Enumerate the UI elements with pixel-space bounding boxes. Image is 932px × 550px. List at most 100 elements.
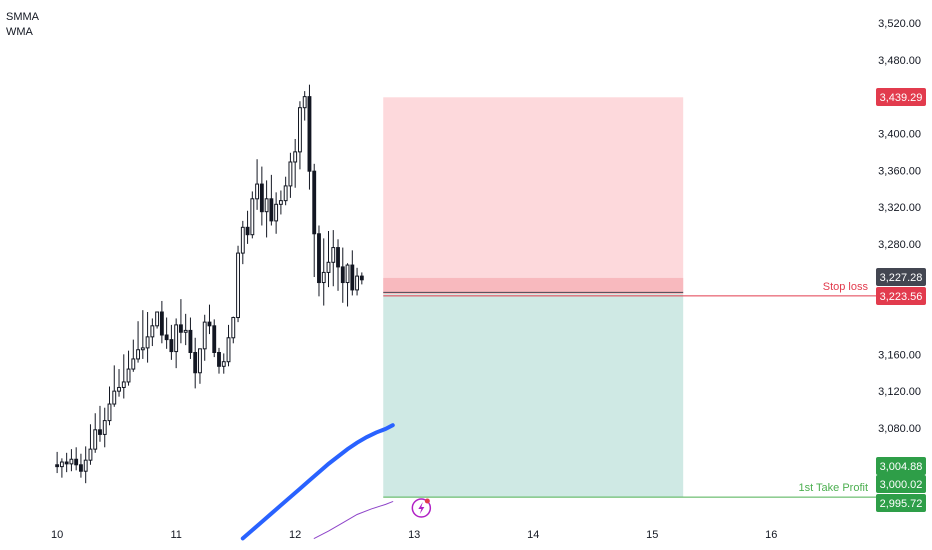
candle[interactable] bbox=[112, 390, 117, 405]
candle[interactable] bbox=[269, 198, 274, 222]
candle[interactable] bbox=[155, 311, 160, 327]
candle[interactable] bbox=[298, 107, 302, 153]
candle[interactable] bbox=[107, 403, 112, 422]
candle[interactable] bbox=[174, 324, 179, 353]
legend-wma[interactable]: WMA bbox=[6, 26, 33, 38]
y-tick-label: 3,080.00 bbox=[878, 423, 921, 435]
x-tick-label: 13 bbox=[408, 529, 420, 541]
candle[interactable] bbox=[336, 247, 340, 268]
candle[interactable] bbox=[217, 351, 221, 367]
lightning-icon bbox=[418, 502, 425, 514]
stop-loss-zone[interactable] bbox=[383, 97, 684, 295]
y-tick-label: 3,280.00 bbox=[878, 239, 921, 251]
wma-price-tag[interactable] bbox=[876, 494, 926, 512]
candle[interactable] bbox=[88, 448, 93, 461]
candle[interactable] bbox=[193, 351, 198, 374]
candle[interactable] bbox=[59, 461, 64, 468]
x-tick-label: 11 bbox=[170, 529, 181, 541]
candle[interactable] bbox=[350, 264, 355, 291]
candle[interactable] bbox=[331, 247, 336, 263]
candle[interactable] bbox=[121, 381, 126, 388]
candle[interactable] bbox=[312, 170, 317, 235]
candle[interactable] bbox=[74, 458, 79, 466]
notification-dot bbox=[424, 498, 430, 504]
candle[interactable] bbox=[326, 261, 331, 273]
candle[interactable] bbox=[355, 275, 359, 291]
candle[interactable] bbox=[178, 324, 183, 333]
candle[interactable] bbox=[264, 198, 269, 213]
candle[interactable] bbox=[221, 361, 226, 367]
candle[interactable] bbox=[307, 96, 312, 172]
candle[interactable] bbox=[345, 264, 350, 284]
candle[interactable] bbox=[283, 185, 288, 202]
x-tick-label: 10 bbox=[51, 529, 63, 541]
candle[interactable] bbox=[212, 325, 217, 353]
candle[interactable] bbox=[79, 464, 83, 472]
take-profit-price-tag[interactable] bbox=[876, 457, 926, 475]
stop-loss-price: 3,439.29 bbox=[880, 92, 923, 104]
candle[interactable] bbox=[98, 429, 102, 435]
candle[interactable] bbox=[359, 275, 364, 281]
stop-loss-price-tag[interactable] bbox=[876, 88, 926, 106]
candle[interactable] bbox=[202, 321, 207, 350]
candle[interactable] bbox=[117, 386, 121, 392]
candle[interactable] bbox=[102, 420, 107, 435]
entry-price-tag[interactable] bbox=[876, 287, 926, 305]
candle[interactable] bbox=[83, 459, 88, 472]
current-price: 3,227.28 bbox=[880, 272, 923, 284]
x-tick-label: 12 bbox=[289, 529, 301, 541]
candle[interactable] bbox=[278, 200, 283, 205]
candle[interactable] bbox=[240, 226, 245, 254]
candle[interactable] bbox=[245, 226, 250, 236]
candle[interactable] bbox=[236, 252, 240, 319]
take-profit-line-label: 1st Take Profit bbox=[799, 482, 869, 494]
candle[interactable] bbox=[150, 325, 155, 338]
candle[interactable] bbox=[274, 203, 279, 222]
x-tick-label: 14 bbox=[527, 529, 539, 541]
candle[interactable] bbox=[183, 329, 188, 333]
candle[interactable] bbox=[207, 321, 212, 327]
candle[interactable] bbox=[64, 461, 69, 465]
candle[interactable] bbox=[231, 317, 236, 339]
candle[interactable] bbox=[188, 329, 193, 353]
candle[interactable] bbox=[164, 334, 169, 341]
wma-price: 2,995.72 bbox=[880, 498, 923, 510]
candle[interactable] bbox=[250, 198, 255, 236]
legend-smma[interactable]: SMMA bbox=[6, 11, 39, 23]
y-tick-label: 3,520.00 bbox=[878, 18, 921, 30]
smma-line[interactable] bbox=[240, 423, 395, 541]
candle[interactable] bbox=[340, 266, 345, 284]
y-tick-label: 3,160.00 bbox=[878, 349, 921, 361]
candle[interactable] bbox=[317, 233, 321, 284]
candle[interactable] bbox=[136, 349, 140, 360]
candle[interactable] bbox=[93, 429, 98, 450]
candle[interactable] bbox=[321, 271, 326, 284]
stop-loss-line-label: Stop loss bbox=[823, 281, 869, 293]
current-price-tag[interactable] bbox=[876, 268, 926, 286]
candle[interactable] bbox=[198, 348, 202, 374]
candle[interactable] bbox=[55, 464, 60, 468]
candle[interactable] bbox=[131, 358, 136, 370]
y-tick-label: 3,480.00 bbox=[878, 55, 921, 67]
candle[interactable] bbox=[145, 336, 150, 349]
y-tick-label: 3,400.00 bbox=[878, 128, 921, 140]
candle[interactable] bbox=[126, 368, 131, 383]
smma-price-tag[interactable] bbox=[876, 475, 926, 493]
entry-price: 3,223.56 bbox=[880, 291, 923, 303]
candle[interactable] bbox=[159, 311, 164, 336]
take-profit-zone[interactable] bbox=[383, 294, 684, 498]
candle[interactable] bbox=[293, 151, 298, 163]
candle[interactable] bbox=[288, 161, 293, 187]
smma-price: 3,000.02 bbox=[880, 479, 923, 491]
candle[interactable] bbox=[169, 339, 174, 353]
candle[interactable] bbox=[69, 458, 74, 465]
take-profit-price: 3,004.88 bbox=[880, 461, 923, 473]
candle[interactable] bbox=[226, 337, 231, 363]
stop-loss-zone-filled bbox=[383, 277, 684, 295]
candle[interactable] bbox=[140, 347, 145, 351]
candle[interactable] bbox=[302, 96, 307, 109]
candle[interactable] bbox=[259, 183, 264, 213]
wma-line[interactable] bbox=[313, 501, 394, 539]
candle[interactable] bbox=[255, 183, 260, 200]
